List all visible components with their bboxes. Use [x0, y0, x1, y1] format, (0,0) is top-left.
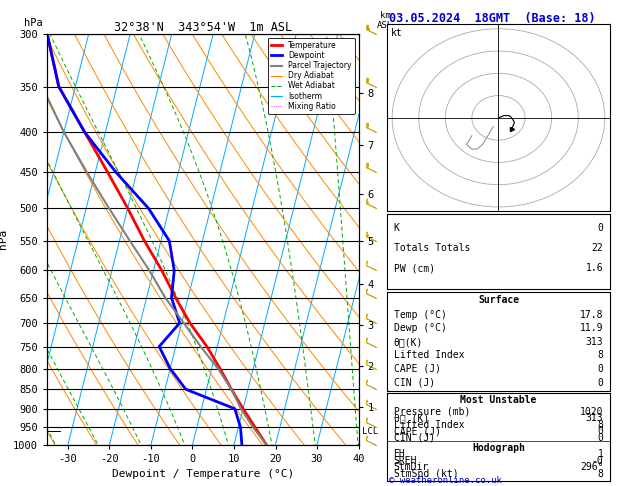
Text: 0: 0 — [598, 433, 603, 443]
Legend: Temperature, Dewpoint, Parcel Trajectory, Dry Adiabat, Wet Adiabat, Isotherm, Mi: Temperature, Dewpoint, Parcel Trajectory… — [267, 38, 355, 114]
Text: 1.6: 1.6 — [586, 263, 603, 273]
Text: Dewp (°C): Dewp (°C) — [394, 323, 447, 333]
Text: Hodograph: Hodograph — [472, 443, 525, 453]
Text: Surface: Surface — [478, 295, 519, 305]
Text: SREH: SREH — [394, 456, 417, 466]
Text: Totals Totals: Totals Totals — [394, 243, 470, 253]
Text: 1: 1 — [598, 449, 603, 459]
Text: StmSpd (kt): StmSpd (kt) — [394, 469, 458, 479]
Text: 8: 8 — [598, 469, 603, 479]
X-axis label: Dewpoint / Temperature (°C): Dewpoint / Temperature (°C) — [112, 469, 294, 479]
Text: CIN (J): CIN (J) — [394, 433, 435, 443]
Text: K: K — [394, 223, 399, 233]
Title: 32°38'N  343°54'W  1m ASL: 32°38'N 343°54'W 1m ASL — [114, 21, 292, 34]
Text: 0: 0 — [598, 378, 603, 388]
Text: Lifted Index: Lifted Index — [394, 350, 464, 361]
Text: -0: -0 — [592, 456, 603, 466]
Text: EH: EH — [394, 449, 405, 459]
Text: θᴄ (K): θᴄ (K) — [394, 413, 429, 423]
Text: 1020: 1020 — [580, 407, 603, 417]
Text: LCL: LCL — [362, 427, 378, 436]
Text: hPa: hPa — [24, 18, 43, 28]
Text: CIN (J): CIN (J) — [394, 378, 435, 388]
Text: 17.8: 17.8 — [580, 310, 603, 319]
Text: 8: 8 — [598, 350, 603, 361]
Text: 11.9: 11.9 — [580, 323, 603, 333]
Text: © weatheronline.co.uk: © weatheronline.co.uk — [389, 476, 501, 485]
Text: 0: 0 — [598, 223, 603, 233]
Text: Temp (°C): Temp (°C) — [394, 310, 447, 319]
Text: 296°: 296° — [580, 462, 603, 472]
Y-axis label: hPa: hPa — [0, 229, 8, 249]
Text: CAPE (J): CAPE (J) — [394, 426, 440, 436]
Text: 313: 313 — [586, 337, 603, 347]
Text: PW (cm): PW (cm) — [394, 263, 435, 273]
Text: θᴄ(K): θᴄ(K) — [394, 337, 423, 347]
Text: Pressure (mb): Pressure (mb) — [394, 407, 470, 417]
Text: 0: 0 — [598, 364, 603, 374]
Text: km
ASL: km ASL — [377, 11, 393, 30]
Text: Lifted Index: Lifted Index — [394, 420, 464, 430]
Text: 0: 0 — [598, 426, 603, 436]
Text: 313: 313 — [586, 413, 603, 423]
Text: 8: 8 — [598, 420, 603, 430]
Text: 03.05.2024  18GMT  (Base: 18): 03.05.2024 18GMT (Base: 18) — [389, 12, 595, 25]
Text: CAPE (J): CAPE (J) — [394, 364, 440, 374]
Text: kt: kt — [391, 28, 403, 38]
Text: Most Unstable: Most Unstable — [460, 395, 537, 405]
Text: StmDir: StmDir — [394, 462, 429, 472]
Text: 22: 22 — [592, 243, 603, 253]
